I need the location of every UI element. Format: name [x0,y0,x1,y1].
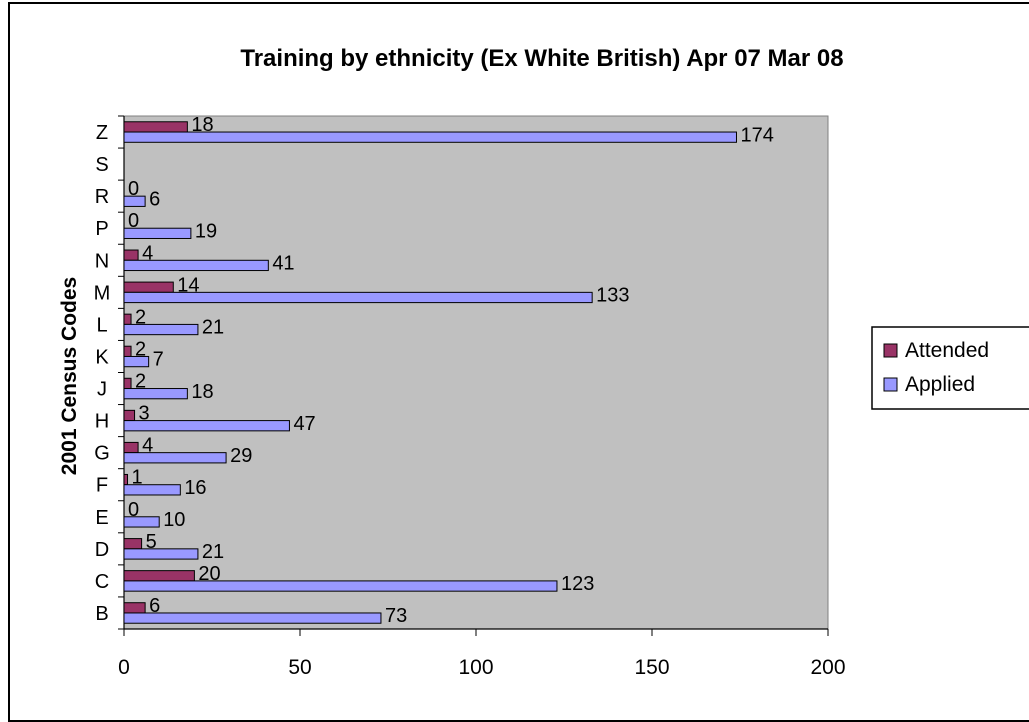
y-tick-label: M [94,282,111,304]
bar-attended-N [123,249,139,261]
legend-label-attended: Attended [905,339,989,362]
bar-applied-Z [123,131,737,143]
data-label-applied-M: 133 [596,285,629,307]
bar-applied-R [123,195,146,207]
data-label-applied-J: 18 [191,381,213,403]
legend-label-applied: Applied [905,373,975,396]
y-tick-label: Z [96,122,108,144]
bar-attended-Z [123,121,188,133]
data-label-attended-E: 0 [128,499,139,521]
bar-applied-E [123,516,160,528]
bar-applied-K [123,355,150,368]
bar-attended-D [123,538,143,550]
y-tick-label: E [95,507,108,529]
bar-attended-J [123,377,132,390]
plot-area [123,115,829,630]
bar-attended-M [123,281,174,293]
data-label-attended-D: 5 [146,531,157,553]
data-label-applied-D: 21 [202,541,224,563]
bar-applied-M [123,291,593,304]
data-label-applied-K: 7 [153,349,164,371]
data-label-attended-R: 0 [128,178,139,200]
y-tick-label: S [95,154,108,176]
data-label-applied-Z: 174 [740,124,773,146]
bar-applied-J [123,388,188,400]
data-label-applied-B: 73 [385,605,407,627]
data-label-attended-L: 2 [135,306,146,328]
bar-attended-K [123,345,132,357]
bar-applied-H [123,420,290,432]
legend: Attended Applied [871,326,1029,410]
bar-attended-H [123,409,136,422]
data-label-attended-G: 4 [142,435,153,457]
bar-attended-C [123,570,195,582]
bar-applied-L [123,323,199,336]
chart-svg: Training by ethnicity (Ex White British)… [58,45,1029,679]
y-tick-label: C [95,571,109,593]
data-label-applied-F: 16 [184,477,206,499]
chart-title: Training by ethnicity (Ex White British)… [240,45,843,72]
data-label-applied-C: 123 [561,573,594,595]
data-label-applied-L: 21 [202,317,224,339]
bar-attended-L [123,313,132,325]
y-tick-label: H [95,411,109,433]
y-tick-label: J [97,379,107,401]
x-tick-label: 50 [288,656,311,679]
bar-applied-B [123,612,382,624]
bar-applied-N [123,259,269,272]
data-label-applied-R: 6 [149,188,160,210]
data-label-attended-Z: 18 [191,114,213,136]
data-label-applied-E: 10 [163,509,185,531]
legend-swatch-applied [883,377,898,392]
y-tick-label: P [95,218,108,240]
y-tick-label: D [95,539,109,561]
data-label-applied-N: 41 [272,253,294,275]
y-tick-label: B [95,603,108,625]
bar-applied-P [123,227,192,239]
bar-attended-F [123,473,129,486]
data-label-attended-C: 20 [198,563,220,585]
data-label-applied-G: 29 [230,445,252,467]
y-tick-label: G [94,443,110,465]
chart-frame: Training by ethnicity (Ex White British)… [8,2,1029,722]
legend-box [871,326,1029,410]
x-tick-label: 0 [118,656,130,679]
bar-attended-B [123,602,146,614]
bar-applied-F [123,484,181,496]
data-label-attended-F: 1 [132,467,143,489]
bar-attended-G [123,441,139,454]
data-label-attended-K: 2 [135,338,146,360]
bar-applied-G [123,452,227,464]
data-label-attended-J: 2 [135,371,146,393]
data-label-attended-N: 4 [142,242,153,264]
data-label-attended-P: 0 [128,210,139,232]
x-tick-label: 150 [634,656,669,679]
data-label-attended-H: 3 [139,403,150,425]
x-tick-label: 200 [810,656,845,679]
y-tick-label: R [95,186,109,208]
legend-swatch-attended [883,343,898,358]
bar-applied-C [123,580,558,592]
y-axis-title: 2001 Census Codes [58,277,81,475]
bar-applied-D [123,548,199,560]
data-label-attended-M: 14 [177,274,199,296]
data-label-applied-H: 47 [293,413,315,435]
data-label-applied-P: 19 [195,220,217,242]
y-tick-label: L [96,314,107,336]
x-tick-label: 100 [458,656,493,679]
y-tick-label: F [96,475,108,497]
data-label-attended-B: 6 [149,595,160,617]
y-tick-label: N [95,250,109,272]
y-tick-label: K [95,346,109,368]
